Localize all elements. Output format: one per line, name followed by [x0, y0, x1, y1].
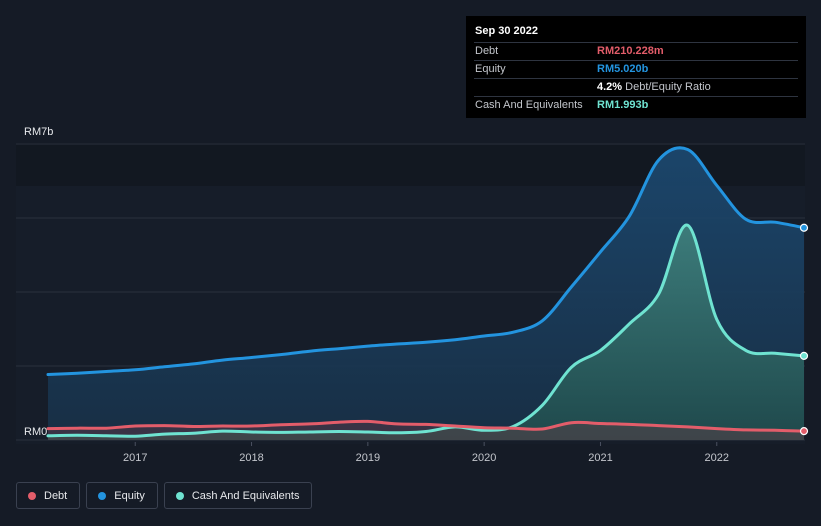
y-tick-label-0: RM7b: [24, 126, 53, 138]
tooltip-row-cash: Cash And Equivalents RM1.993b: [474, 96, 798, 114]
legend-label-equity: Equity: [114, 489, 145, 502]
tooltip-row-ratio: 4.2% Debt/Equity Ratio: [474, 78, 798, 96]
x-tick-label-2019: 2019: [356, 452, 380, 464]
series-lines: [46, 146, 806, 438]
cash-end-dot: [799, 351, 809, 360]
legend-item-debt[interactable]: Debt: [16, 482, 81, 509]
tooltip-ratio-label: Debt/Equity Ratio: [625, 81, 711, 93]
x-tick-label-2017: 2017: [123, 452, 147, 464]
tooltip: Sep 30 2022 Debt RM210.228m Equity RM5.0…: [466, 16, 806, 118]
y-axis-ticks: RM7b RM0: [24, 126, 53, 438]
tooltip-cash-value: RM1.993b: [597, 99, 649, 111]
debt-end-dot: [799, 427, 809, 436]
tooltip-ratio-spacer: [474, 79, 597, 96]
equity-line: [46, 146, 806, 376]
debt-dot-icon: [28, 491, 36, 500]
tooltip-equity-value: RM5.020b: [597, 63, 649, 75]
cash-line: [46, 223, 806, 438]
tooltip-date: Sep 30 2022: [475, 25, 538, 37]
cash-dot-icon: [175, 491, 184, 500]
tooltip-ratio: 4.2% Debt/Equity Ratio: [597, 79, 711, 96]
tooltip-cash-label: Cash And Equivalents: [475, 99, 583, 111]
legend-label-cash: Cash And Equivalents: [191, 489, 300, 502]
x-tick-label-2020: 2020: [472, 452, 496, 464]
legend-item-cash[interactable]: Cash And Equivalents: [163, 482, 313, 509]
tooltip-ratio-value: 4.2%: [597, 81, 623, 93]
x-axis-ticks: 2017 2018 2019 2020 2021 2022: [123, 442, 729, 464]
equity-dot-icon: [98, 491, 107, 500]
legend: Debt Equity Cash And Equivalents: [16, 482, 313, 509]
cash-area: [48, 224, 804, 440]
x-tick-label-2022: 2022: [705, 452, 729, 464]
tooltip-equity-label: Equity: [475, 63, 506, 75]
tooltip-debt-value: RM210.228m: [597, 45, 664, 57]
series-end-dots: [799, 223, 809, 436]
equity-end-dot: [799, 223, 809, 232]
y-tick-label-1: RM0: [24, 426, 47, 438]
x-tick-label-2021: 2021: [588, 452, 612, 464]
debt-line: [46, 419, 806, 433]
legend-item-equity[interactable]: Equity: [86, 482, 158, 509]
legend-label-debt: Debt: [44, 489, 68, 502]
tooltip-row-debt: Debt RM210.228m: [474, 42, 798, 60]
x-tick-label-2018: 2018: [239, 452, 263, 464]
tooltip-row-equity: Equity RM5.020b: [474, 60, 798, 78]
tooltip-debt-label: Debt: [475, 45, 499, 57]
